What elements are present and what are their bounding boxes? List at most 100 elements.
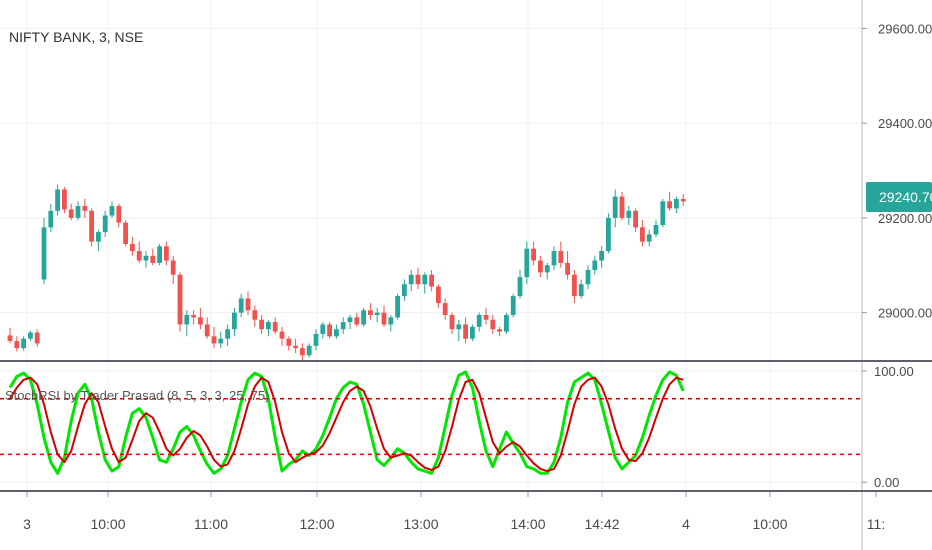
candle-body bbox=[626, 210, 632, 218]
candle-body bbox=[238, 298, 244, 313]
candle-body bbox=[320, 324, 326, 334]
candle bbox=[402, 279, 407, 301]
candle-body bbox=[674, 198, 679, 209]
candle bbox=[334, 324, 339, 339]
candle-body bbox=[504, 315, 509, 332]
time-tick-label: 11: bbox=[867, 516, 885, 532]
candle bbox=[436, 284, 441, 308]
candle bbox=[374, 307, 380, 323]
symbol-title: NIFTY BANK, 3, NSE bbox=[9, 29, 143, 45]
candle-body bbox=[585, 270, 591, 285]
candle-body bbox=[306, 345, 312, 356]
candle bbox=[279, 326, 285, 346]
candle bbox=[538, 255, 543, 278]
candle bbox=[286, 336, 292, 351]
candle bbox=[184, 310, 190, 337]
candle bbox=[422, 272, 428, 294]
candle bbox=[483, 307, 489, 325]
candle bbox=[177, 272, 183, 332]
candle-body bbox=[14, 341, 20, 349]
candle-body bbox=[388, 317, 394, 325]
candle bbox=[272, 317, 278, 334]
candle-body bbox=[415, 274, 421, 285]
candle-body bbox=[109, 206, 115, 216]
candle-body bbox=[551, 251, 557, 266]
candle-body bbox=[68, 209, 74, 218]
candle-body bbox=[150, 255, 156, 263]
time-tick-label: 4 bbox=[682, 516, 690, 532]
candle-body bbox=[327, 324, 332, 337]
candle bbox=[354, 312, 360, 327]
candle bbox=[585, 265, 591, 289]
candle bbox=[313, 329, 319, 351]
osc-tick-label: 100.00 bbox=[874, 364, 914, 379]
candle-body bbox=[470, 326, 475, 339]
candle bbox=[34, 329, 40, 347]
candle bbox=[102, 210, 108, 237]
candle bbox=[157, 243, 162, 266]
candle bbox=[259, 315, 264, 334]
stoch-k-line bbox=[8, 370, 685, 475]
time-tick-label: 14:00 bbox=[510, 516, 545, 532]
candle bbox=[252, 305, 258, 327]
price-tick-label: 29200.00 bbox=[878, 211, 932, 226]
candle bbox=[612, 189, 618, 228]
candle-body bbox=[347, 317, 353, 323]
candle-body bbox=[62, 189, 67, 210]
candle bbox=[225, 324, 230, 346]
candle-body bbox=[211, 336, 217, 344]
candle bbox=[517, 270, 523, 299]
candle-body bbox=[245, 298, 251, 311]
time-tick-label: 13:00 bbox=[403, 516, 438, 532]
candle-body bbox=[361, 310, 366, 325]
candle-body bbox=[476, 315, 482, 327]
candle bbox=[680, 194, 686, 207]
candle bbox=[130, 236, 135, 256]
time-tick-label: 11:00 bbox=[194, 516, 228, 532]
candle-body bbox=[565, 262, 570, 275]
candle bbox=[551, 246, 557, 270]
candle bbox=[368, 303, 373, 320]
candle bbox=[578, 279, 584, 299]
candle-body bbox=[422, 274, 428, 285]
candle bbox=[381, 305, 387, 327]
candle-body bbox=[572, 274, 577, 297]
candle bbox=[456, 319, 462, 342]
candle bbox=[123, 220, 128, 247]
candle bbox=[218, 331, 224, 349]
candle-body bbox=[436, 286, 441, 304]
candle-body bbox=[667, 201, 672, 209]
candle bbox=[415, 267, 421, 289]
candle-body bbox=[252, 310, 258, 320]
time-tick-label: 14:42 bbox=[584, 516, 619, 532]
candle bbox=[96, 229, 101, 252]
candle bbox=[626, 206, 632, 225]
candle bbox=[327, 322, 332, 339]
candle-body bbox=[164, 246, 169, 261]
candle-body bbox=[660, 201, 666, 225]
time-tick-label: 10:00 bbox=[90, 516, 125, 532]
candle bbox=[408, 270, 414, 292]
candle bbox=[340, 317, 346, 334]
candle-body bbox=[524, 248, 530, 278]
candle-body bbox=[456, 324, 462, 330]
candle bbox=[606, 213, 611, 254]
candle-body bbox=[7, 335, 13, 342]
candle-body bbox=[374, 312, 380, 315]
candle-body bbox=[558, 251, 564, 263]
candle-body bbox=[442, 303, 448, 315]
osc-tick-label: 0.00 bbox=[874, 475, 899, 490]
candle-body bbox=[34, 332, 40, 344]
candle bbox=[619, 191, 625, 221]
candle-body bbox=[198, 317, 203, 325]
candle-body bbox=[612, 196, 618, 218]
candle bbox=[211, 326, 217, 349]
candle bbox=[7, 327, 13, 344]
candle bbox=[41, 217, 47, 285]
candle bbox=[320, 322, 326, 339]
candle bbox=[116, 203, 122, 228]
candle-body bbox=[75, 206, 81, 218]
